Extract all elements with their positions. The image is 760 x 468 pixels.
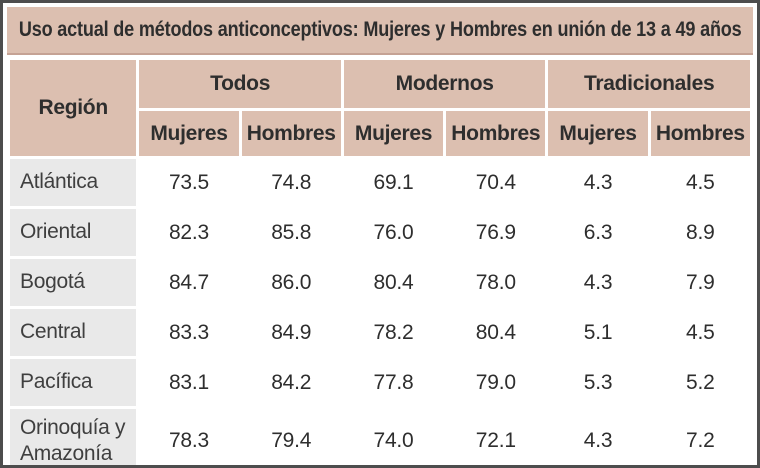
value-cell: 79.0: [446, 359, 546, 406]
table-title-bar: Uso actual de métodos anticonceptivos: M…: [7, 7, 753, 55]
value-cell: 74.0: [343, 409, 444, 465]
table-title: Uso actual de métodos anticonceptivos: M…: [18, 18, 742, 41]
subheader-todos-hombres: Hombres: [241, 111, 341, 156]
group-header-modernos: Modernos: [343, 60, 546, 108]
subheader-tradicionales-mujeres: Mujeres: [548, 111, 648, 156]
value-cell: 78.0: [446, 259, 546, 306]
sub-header-row: Mujeres Hombres Mujeres Hombres Mujeres …: [10, 111, 750, 156]
value-cell: 78.2: [343, 309, 444, 356]
value-cell: 4.3: [548, 259, 648, 306]
value-cell: 8.9: [650, 209, 750, 256]
region-cell: Bogotá: [10, 259, 137, 306]
value-cell: 7.2: [650, 409, 750, 465]
subheader-tradicionales-hombres: Hombres: [650, 111, 750, 156]
value-cell: 84.7: [139, 259, 239, 306]
subheader-todos-mujeres: Mujeres: [139, 111, 239, 156]
value-cell: 82.3: [139, 209, 239, 256]
group-header-tradicionales: Tradicionales: [548, 60, 750, 108]
value-cell: 7.9: [650, 259, 750, 306]
value-cell: 79.4: [241, 409, 341, 465]
group-header-todos: Todos: [139, 60, 341, 108]
value-cell: 77.8: [343, 359, 444, 406]
table-row-bogota: Bogotá 84.7 86.0 80.4 78.0 4.3 7.9: [10, 259, 750, 306]
value-cell: 5.2: [650, 359, 750, 406]
table-row-central: Central 83.3 84.9 78.2 80.4 5.1 4.5: [10, 309, 750, 356]
group-header-row: Región Todos Modernos Tradicionales: [10, 60, 750, 156]
value-cell: 80.4: [343, 259, 444, 306]
value-cell: 84.2: [241, 359, 341, 406]
value-cell: 86.0: [241, 259, 341, 306]
value-cell: 73.5: [139, 159, 239, 206]
table-row-orinoquia-amazonia: Orinoquía y Amazonía 78.3 79.4 74.0 72.1…: [10, 409, 750, 465]
region-cell: Atlántica: [10, 159, 137, 206]
subheader-modernos-hombres: Hombres: [446, 111, 546, 156]
value-cell: 83.3: [139, 309, 239, 356]
value-cell: 76.9: [446, 209, 546, 256]
region-cell: Pacífica: [10, 359, 137, 406]
data-table: Región Todos Modernos Tradicionales Muje…: [7, 57, 753, 465]
value-cell: 4.5: [650, 159, 750, 206]
value-cell: 85.8: [241, 209, 341, 256]
value-cell: 4.3: [548, 159, 648, 206]
value-cell: 5.1: [548, 309, 648, 356]
value-cell: 80.4: [446, 309, 546, 356]
value-cell: 83.1: [139, 359, 239, 406]
value-cell: 5.3: [548, 359, 648, 406]
value-cell: 4.5: [650, 309, 750, 356]
value-cell: 76.0: [343, 209, 444, 256]
region-cell: Orinoquía y Amazonía: [10, 409, 137, 465]
region-cell: Oriental: [10, 209, 137, 256]
value-cell: 69.1: [343, 159, 444, 206]
value-cell: 70.4: [446, 159, 546, 206]
value-cell: 4.3: [548, 409, 648, 465]
value-cell: 74.8: [241, 159, 341, 206]
value-cell: 72.1: [446, 409, 546, 465]
table-row-atlantica: Atlántica 73.5 74.8 69.1 70.4 4.3 4.5: [10, 159, 750, 206]
region-column-header: Región: [10, 60, 137, 156]
region-cell: Central: [10, 309, 137, 356]
table-row-pacifica: Pacífica 83.1 84.2 77.8 79.0 5.3 5.2: [10, 359, 750, 406]
value-cell: 6.3: [548, 209, 648, 256]
value-cell: 84.9: [241, 309, 341, 356]
table-row-oriental: Oriental 82.3 85.8 76.0 76.9 6.3 8.9: [10, 209, 750, 256]
value-cell: 78.3: [139, 409, 239, 465]
subheader-modernos-mujeres: Mujeres: [343, 111, 444, 156]
